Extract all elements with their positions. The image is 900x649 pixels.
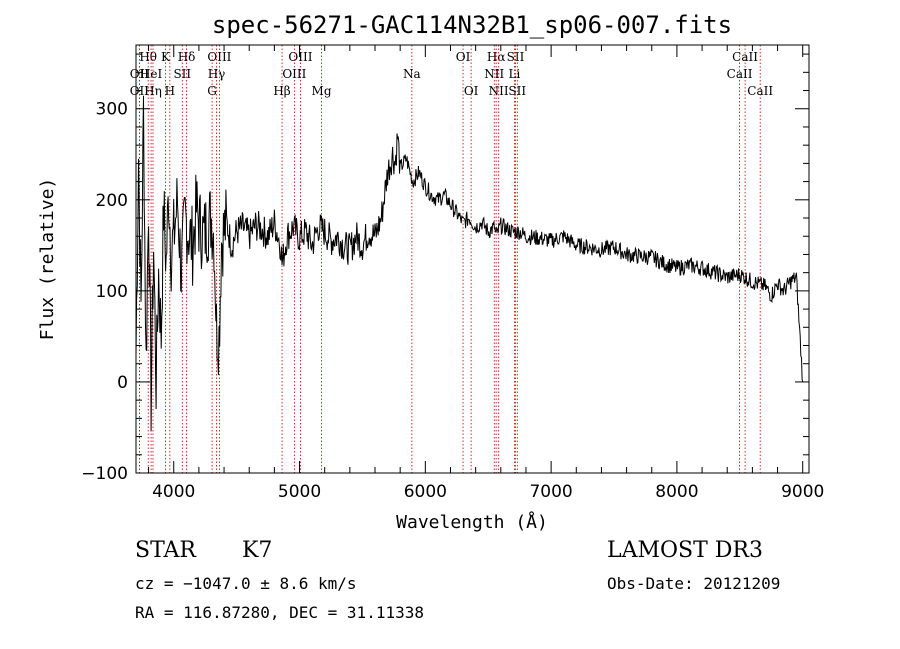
line-label-2: HeI [140, 67, 163, 81]
x-tick-label-2: 6000 [404, 482, 447, 502]
redshift-velocity: cz = −1047.0 ± 8.6 km/s [135, 574, 357, 593]
y-tick-label-4: 300 [96, 100, 128, 120]
line-label-27: CaII [747, 84, 773, 98]
x-tick-label-5: 9000 [781, 482, 824, 502]
line-label-11: G [207, 84, 217, 98]
x-tick-label-4: 8000 [655, 482, 698, 502]
x-tick-label-0: 4000 [152, 482, 195, 502]
line-label-17: OI [456, 50, 471, 64]
y-axis-label: Flux (relative) [37, 178, 58, 341]
line-label-22: SII [507, 50, 525, 64]
x-tick-label-1: 5000 [278, 482, 321, 502]
line-label-5: K [161, 50, 171, 64]
line-label-7: H [165, 84, 175, 98]
object-subclass: K7 [242, 538, 273, 563]
spectrum-line [135, 95, 804, 432]
plot-frame [135, 44, 810, 474]
line-label-24: SII [508, 84, 526, 98]
line-label-4: Hη [144, 84, 162, 98]
y-tick-label-0: −100 [81, 464, 128, 484]
line-label-9: OIII [207, 50, 231, 64]
line-label-0: Hθ [139, 50, 157, 64]
line-label-23: Li [508, 67, 520, 81]
line-label-25: CaII [732, 50, 758, 64]
coordinates: RA = 116.87280, DEC = 31.11338 [135, 603, 424, 622]
line-label-6: SII [173, 67, 191, 81]
chart-title: spec-56271-GAC114N32B1_sp06-007.fits [212, 11, 732, 39]
y-tick-label-2: 100 [96, 282, 128, 302]
y-tick-label-3: 200 [96, 191, 128, 211]
line-label-12: Hβ [273, 84, 290, 98]
object-class: STAR [135, 538, 196, 563]
x-tick-label-3: 7000 [529, 482, 572, 502]
line-label-21: NII [489, 84, 509, 98]
line-label-14: OIII [282, 67, 306, 81]
line-label-18: OI [464, 84, 479, 98]
x-axis-label: Wavelength (Å) [396, 511, 548, 533]
line-label-20: NII [484, 67, 504, 81]
y-tick-label-1: 0 [117, 373, 128, 393]
y-axis-ticks: −100 0 100 200 300 [81, 53, 809, 484]
survey-label: LAMOST DR3 [607, 538, 763, 563]
line-label-26: CaII [727, 67, 753, 81]
line-label-13: OIII [288, 50, 312, 64]
line-label-10: Hγ [208, 67, 226, 81]
line-label-15: Mg [312, 84, 332, 98]
line-label-19: Hα [487, 50, 506, 64]
line-label-16: Na [403, 67, 421, 81]
observation-date: Obs-Date: 20121209 [607, 574, 781, 593]
x-axis-ticks: 4000 5000 6000 7000 8000 9000 [148, 45, 824, 502]
line-label-8: Hδ [178, 50, 196, 64]
